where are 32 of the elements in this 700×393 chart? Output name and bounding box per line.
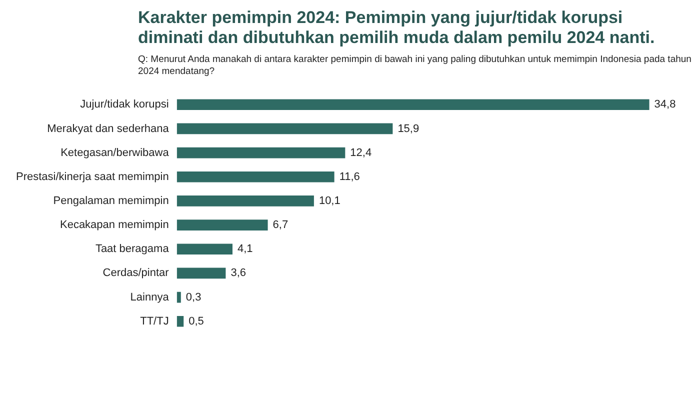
y-tick-label: Prestasi/kinerja saat memimpin (16, 170, 169, 183)
y-tick-label: Pengalaman memimpin (53, 194, 169, 207)
bar (176, 123, 393, 134)
data-label: 15,9 (398, 122, 420, 135)
chart-title: Karakter pemimpin 2024: Pemimpin yang jujur/tidak korupsi diminati dan dibutuhkan pemilih muda dalam pemilu 2024 nanti. (137, 8, 656, 48)
bar (176, 147, 346, 158)
data-label: 0,3 (186, 291, 202, 304)
bar (176, 196, 314, 206)
data-label: 6,7 (272, 219, 288, 232)
chart-subtitle: Q: Menurut Anda manakah di antara karakter pemimpin di bawah ini yang paling dibutuhkan untuk memimpin Indonesia pada tahun 2024 mendatang? (137, 53, 692, 78)
bar (176, 292, 181, 303)
y-tick-label: Kecakapan memimpin (60, 219, 169, 232)
data-label: 4,1 (237, 243, 253, 256)
bar (176, 171, 334, 182)
y-tick-label: TT/TJ (140, 315, 169, 328)
bar (176, 316, 184, 327)
y-tick-label: Lainnya (130, 291, 170, 304)
y-tick-label: Jujur/tidak korupsi (80, 98, 169, 111)
data-label: 3,6 (230, 267, 246, 280)
bar (176, 268, 226, 279)
data-label: 34,8 (654, 98, 676, 111)
y-tick-label: Cerdas/pintar (102, 267, 170, 280)
data-label: 10,1 (318, 194, 340, 207)
y-tick-label: Merakyat dan sederhana (47, 122, 170, 135)
y-tick-label: Taat beragama (95, 243, 170, 256)
bar (176, 99, 650, 110)
data-label: 11,6 (339, 170, 360, 183)
bar (176, 244, 232, 255)
data-label: 0,5 (188, 315, 204, 328)
bar (176, 220, 268, 230)
data-label: 12,4 (350, 146, 372, 159)
y-tick-label: Ketegasan/berwibawa (60, 146, 170, 159)
